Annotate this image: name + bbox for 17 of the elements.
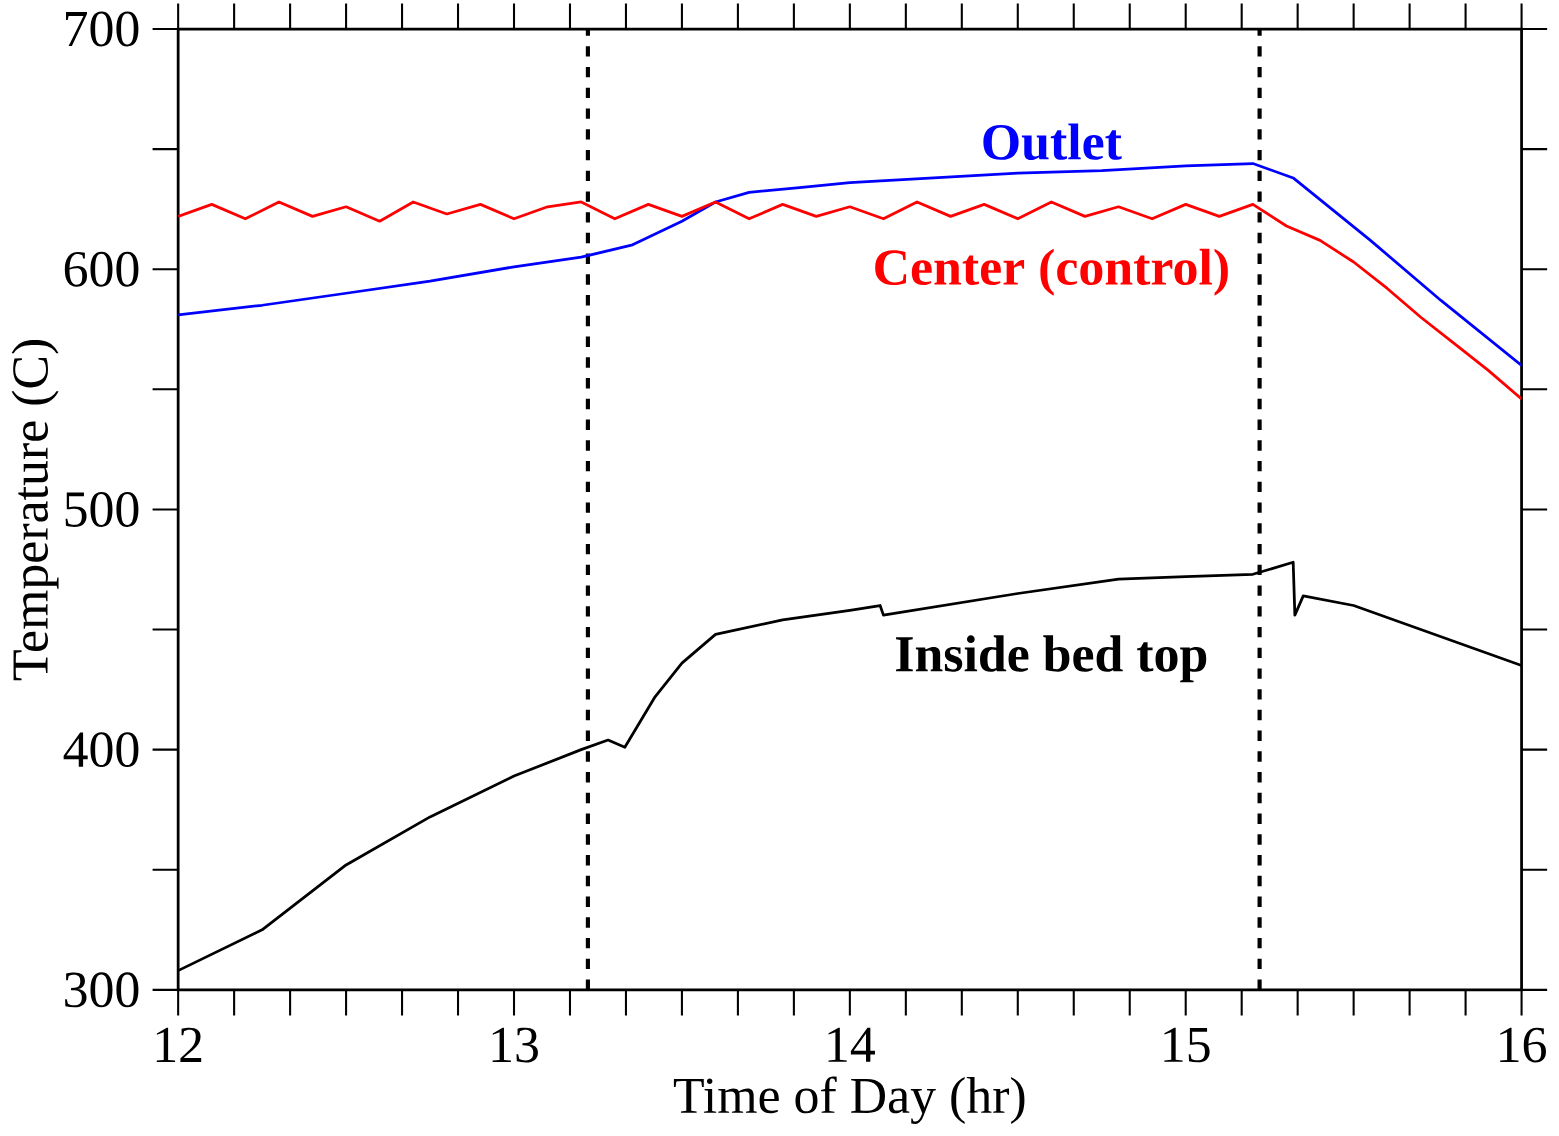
x-tick-label: 12 (156, 1027, 202, 1063)
x-tick-label: 15 (1164, 1027, 1210, 1063)
x-tick-label: 16 (1500, 1027, 1546, 1063)
series-label: Inside bed top (896, 635, 1207, 683)
x-tick-label: 14 (828, 1027, 875, 1063)
line-series (178, 162, 1522, 367)
y-tick-label: 300 (65, 972, 139, 1008)
y-tick-label: 700 (66, 11, 139, 47)
y-tick-label: 400 (63, 732, 139, 768)
x-tick-label: 13 (492, 1027, 538, 1063)
series-label: Center (control) (875, 248, 1228, 296)
series-label: Outlet (983, 123, 1122, 161)
y-axis-title: Temperature (C) (11, 340, 59, 681)
y-tick-label: 600 (64, 251, 139, 287)
y-tick-label: 500 (65, 492, 139, 528)
line-series (178, 200, 1522, 401)
x-axis-title: Time of Day (hr) (673, 1076, 1025, 1125)
